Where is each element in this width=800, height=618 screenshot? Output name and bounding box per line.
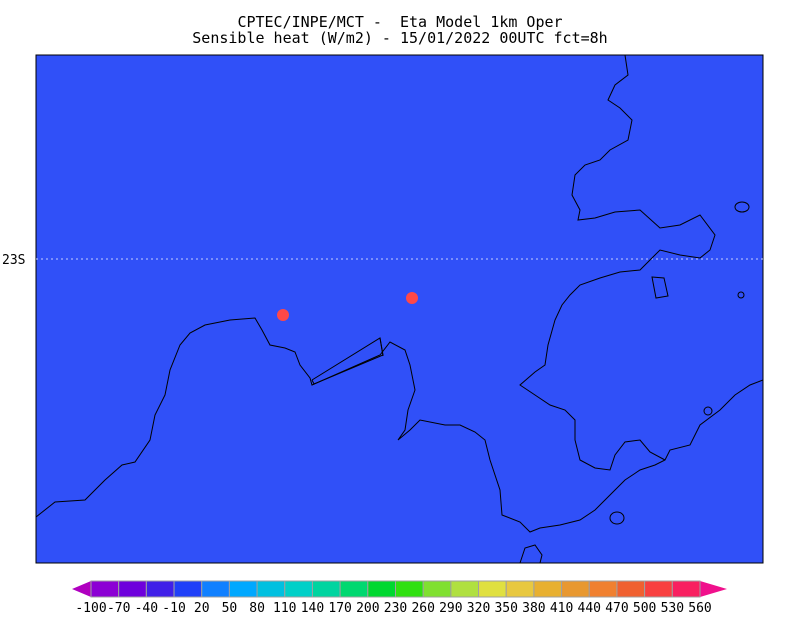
colorbar-tick-label: 410 (550, 601, 573, 616)
colorbar-box (367, 580, 396, 598)
colorbar-tick-label: 530 (661, 601, 684, 616)
colorbar-tick-label: 50 (222, 601, 238, 616)
colorbar-box (422, 580, 452, 598)
latitude-label: 23S (2, 253, 25, 268)
colorbar-tick-label: 110 (273, 601, 296, 616)
colorbar-tick-label: 80 (249, 601, 265, 616)
island (519, 544, 543, 564)
colorbar-tick-label: 500 (633, 601, 656, 616)
coastline-west (35, 317, 764, 533)
colorbar-tick-label: 290 (439, 601, 462, 616)
colorbar-tick-label: 560 (688, 601, 711, 616)
colorbar-box (339, 580, 369, 598)
title-line-2: Sensible heat (W/m2) - 15/01/2022 00UTC … (192, 29, 608, 47)
colorbar-box (173, 580, 203, 598)
colorbar-under-triangle (72, 581, 91, 597)
colorbar-tick-label: 350 (494, 601, 517, 616)
island (703, 406, 713, 416)
colorbar-tick-label: 440 (578, 601, 601, 616)
coastline-east (519, 54, 716, 471)
island (609, 511, 625, 525)
map-field (35, 54, 764, 564)
colorbar-tick-label: 380 (522, 601, 545, 616)
colorbar-tick-label: 230 (384, 601, 407, 616)
colorbar-over-triangle (700, 581, 727, 597)
pier (379, 337, 384, 357)
colorbar-box (90, 580, 120, 598)
colorbar-tick-label: 260 (411, 601, 434, 616)
colorbar-box (644, 580, 673, 598)
station-marker (406, 292, 418, 304)
island (734, 201, 750, 213)
colorbar-tick-label: -70 (107, 601, 130, 616)
island (651, 276, 669, 299)
coastlines (35, 54, 764, 564)
colorbar: -100 -70 -40 -10 20 50 80 110 140 170 200 230 260 290… (72, 580, 727, 616)
colorbar-box (671, 580, 701, 598)
colorbar-tick-label: 20 (194, 601, 210, 616)
colorbar-box (588, 580, 618, 598)
colorbar-tick-label: -100 (75, 601, 106, 616)
colorbar-box (284, 580, 313, 598)
colorbar-box (561, 580, 590, 598)
colorbar-box (256, 580, 286, 598)
island (737, 291, 745, 299)
colorbar-tick-label: -40 (135, 601, 158, 616)
colorbar-tick-label: 170 (328, 601, 351, 616)
colorbar-box (505, 580, 535, 598)
colorbar-box (395, 580, 424, 598)
title-line-1: CPTEC/INPE/MCT - Eta Model 1km Oper (237, 13, 563, 31)
station-marker (277, 309, 289, 321)
colorbar-box (478, 580, 507, 598)
colorbar-tick-label: 200 (356, 601, 379, 616)
colorbar-box (616, 580, 646, 598)
colorbar-box (201, 580, 230, 598)
colorbar-tick-label: 320 (467, 601, 490, 616)
colorbar-box (533, 580, 563, 598)
colorbar-box (450, 580, 480, 598)
colorbar-tick-label: -10 (162, 601, 185, 616)
colorbar-box (311, 580, 341, 598)
colorbar-tick-label: 470 (605, 601, 628, 616)
colorbar-box (228, 580, 258, 598)
colorbar-box (145, 580, 175, 598)
colorbar-box (118, 580, 147, 598)
colorbar-tick-label: 140 (301, 601, 324, 616)
